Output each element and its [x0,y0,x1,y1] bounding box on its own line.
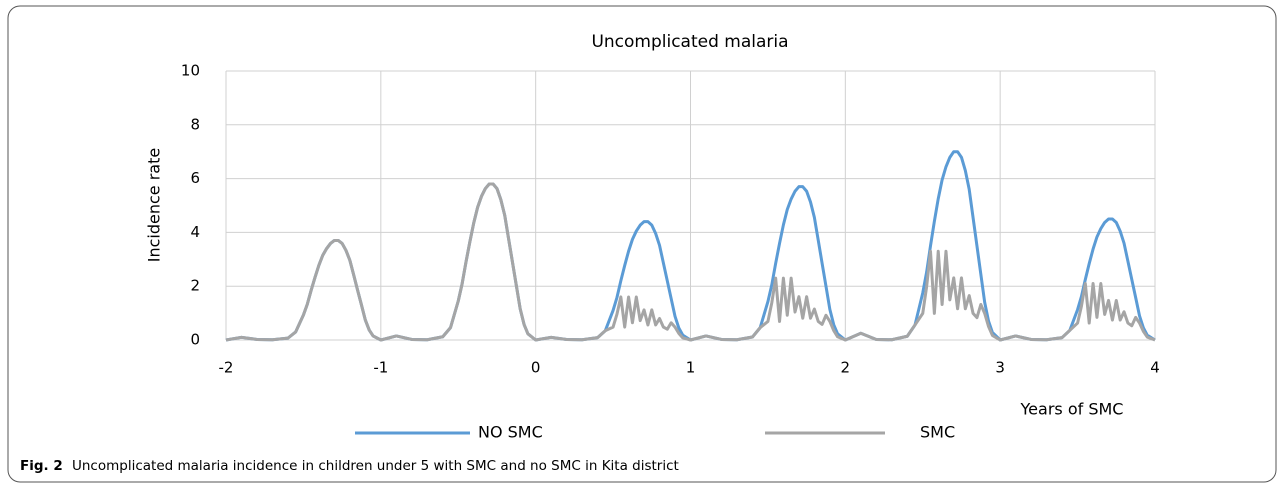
y-tick-label: 6 [190,169,200,187]
legend-label: NO SMC [478,423,543,442]
y-tick-label: 10 [181,62,200,80]
y-tick-label: 0 [190,331,200,349]
y-tick-label: 8 [190,115,200,133]
x-tick-label: 0 [531,359,541,377]
x-tick-label: 2 [841,359,851,377]
x-tick-label: 3 [995,359,1005,377]
chart-title: Uncomplicated malaria [591,32,788,52]
x-tick-label: 4 [1150,359,1160,377]
caption-label: Fig. 2 [20,458,63,474]
y-tick-label: 4 [190,223,200,241]
x-tick-label: 1 [686,359,696,377]
legend-label: SMC [920,423,955,442]
series-line [225,182,1156,342]
figure-border [7,5,1277,483]
x-tick-label: -1 [373,359,388,377]
caption: Uncomplicated malaria incidence in child… [72,458,679,474]
y-tick-label: 2 [190,277,200,295]
x-axis-label: Years of SMC [1020,400,1124,419]
y-axis-label: Incidence rate [145,148,164,262]
x-tick-label: -2 [219,359,234,377]
